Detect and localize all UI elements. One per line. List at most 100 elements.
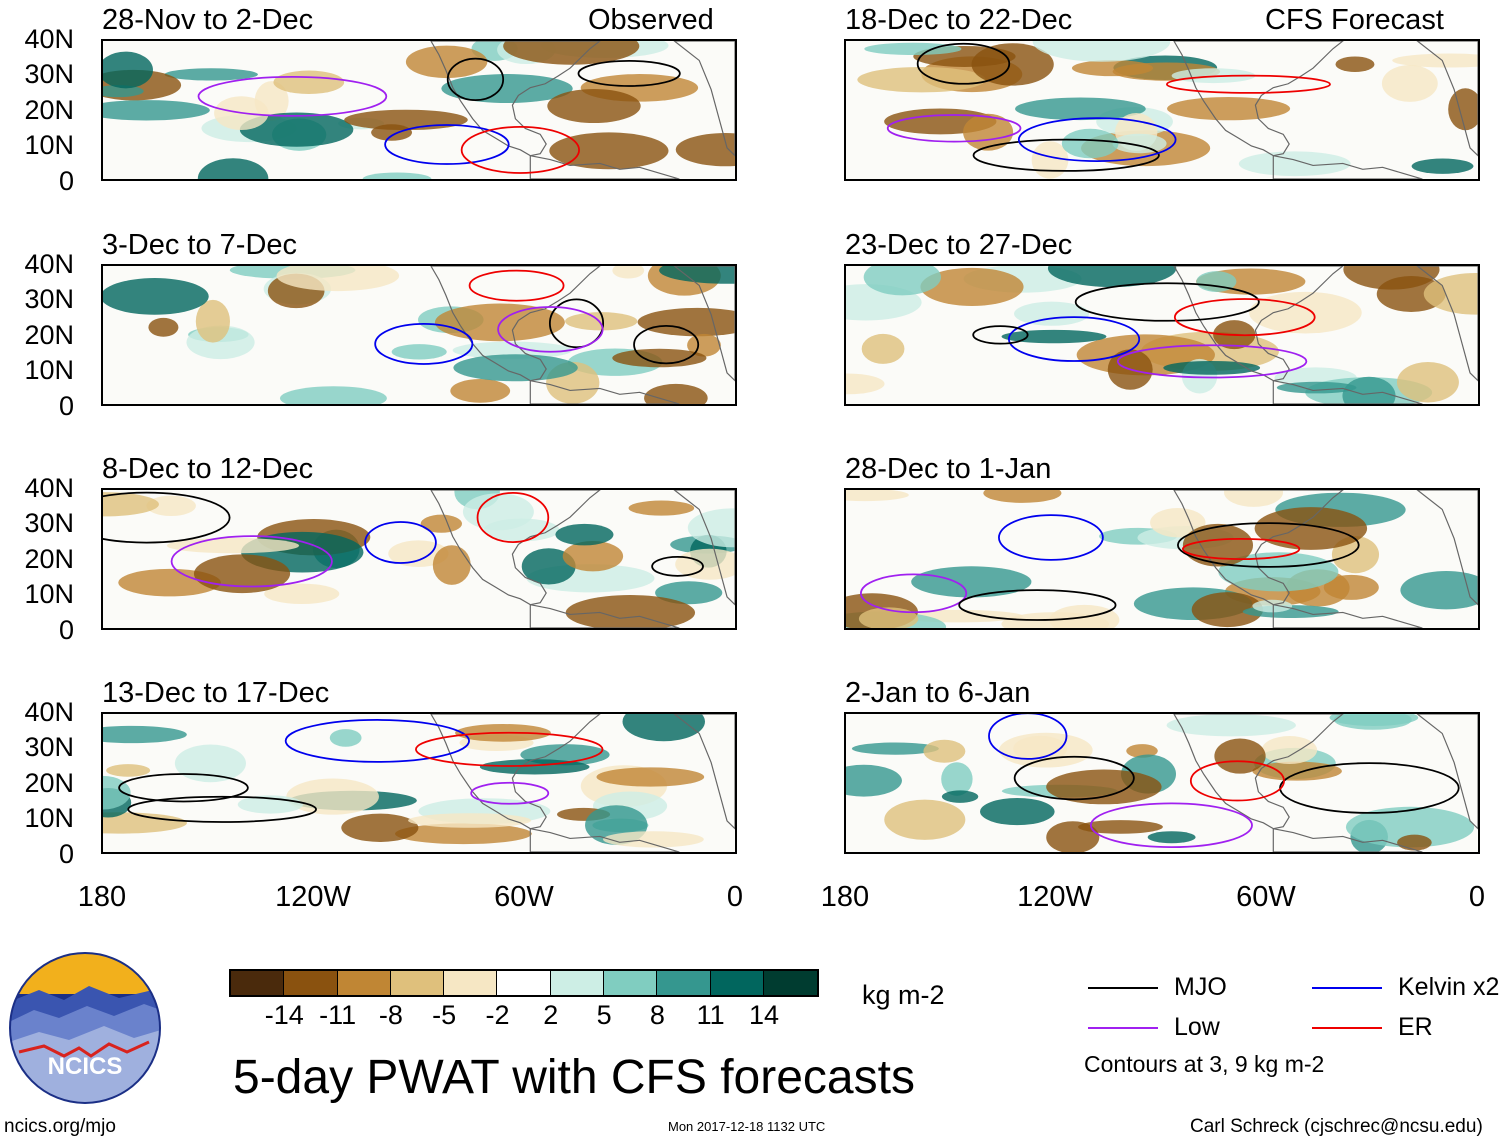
wave-contour <box>1007 316 1141 362</box>
wave-contour <box>1165 74 1331 94</box>
pwat-anomaly-blob <box>273 70 345 95</box>
pwat-anomaly-blob <box>1032 41 1171 62</box>
wave-contour <box>1189 760 1285 802</box>
lat-label: 20N <box>24 95 74 125</box>
cfs-forecast-label: CFS Forecast <box>1265 4 1444 36</box>
pwat-anomaly-blob <box>197 158 269 179</box>
coastline <box>430 266 601 382</box>
lat-label: 40N <box>24 473 74 503</box>
footer-timestamp: Mon 2017-12-18 1132 UTC <box>668 1119 826 1134</box>
footer-url[interactable]: ncics.org/mjo <box>4 1116 116 1137</box>
pwat-anomaly-blob <box>1345 806 1475 848</box>
figure-title: 5-day PWAT with CFS forecasts <box>233 1051 915 1104</box>
lon-label-180-right: 180 <box>820 881 870 913</box>
pwat-anomaly-blob <box>851 742 939 755</box>
pwat-anomaly-blob <box>103 775 131 810</box>
pwat-anomaly-blob <box>1047 266 1177 288</box>
wave-contour <box>1116 344 1308 379</box>
wave-contour <box>998 514 1104 561</box>
legend-mjo-label: MJO <box>1174 973 1227 1001</box>
wave-contour <box>1017 117 1177 162</box>
pwat-anomaly-blob <box>405 45 488 79</box>
coastline <box>1173 490 1344 606</box>
pwat-anomaly-blob <box>276 266 400 292</box>
coastline <box>1416 41 1478 157</box>
colorbar-tick-label: 14 <box>748 1000 780 1030</box>
coastline <box>430 714 601 830</box>
legend-low-label: Low <box>1174 1013 1220 1041</box>
wave-contour <box>988 714 1068 760</box>
pwat-anomaly-blob <box>687 508 735 548</box>
pwat-anomaly-blob <box>1397 834 1432 851</box>
pwat-anomaly-blob <box>565 595 696 628</box>
pwat-anomaly-blob <box>565 312 638 331</box>
legend-er-label: ER <box>1398 1013 1433 1041</box>
wave-contour <box>651 555 704 577</box>
lat-label: 30N <box>24 508 74 538</box>
colorbar-swatch <box>550 971 605 995</box>
coastline <box>673 41 735 157</box>
wave-contour <box>497 306 604 353</box>
coastline <box>529 603 680 628</box>
colorbar-swatch <box>710 971 764 995</box>
pwat-anomaly-blob <box>432 545 471 585</box>
lat-label: 0 <box>58 391 74 421</box>
pwat-anomaly-blob <box>193 554 291 594</box>
map-panel-obs-1 <box>101 39 737 181</box>
lon-label-0-right: 0 <box>1468 881 1486 913</box>
pwat-anomaly-blob <box>911 566 1032 598</box>
pwat-anomaly-blob <box>1014 301 1090 326</box>
pwat-anomaly-blob <box>148 317 179 337</box>
pwat-anomaly-blob <box>1126 744 1158 758</box>
pwat-anomaly-blob <box>1411 158 1474 174</box>
pwat-anomaly-blob <box>391 344 447 360</box>
wave-contour <box>1074 282 1260 322</box>
map-panel-fc-2 <box>844 264 1480 406</box>
lat-label: 40N <box>24 24 74 54</box>
wave-contour <box>118 773 249 803</box>
pwat-anomaly-blob <box>103 278 209 315</box>
pwat-anomaly-blob <box>1252 761 1342 781</box>
lat-label: 10N <box>24 130 74 160</box>
panel-title-obs-3: 8-Dec to 12-Dec <box>102 453 314 485</box>
pwat-anomaly-blob <box>863 266 941 296</box>
panel-title-obs-1: 28-Nov to 2-Dec <box>102 4 314 36</box>
coastline <box>673 266 735 382</box>
pwat-anomaly-blob <box>1396 362 1459 403</box>
colorbar-swatch <box>337 971 391 995</box>
colorbar-swatch <box>497 971 551 995</box>
pwat-anomaly-blob <box>971 43 1054 86</box>
panel-title-obs-4: 13-Dec to 17-Dec <box>102 677 330 709</box>
map-panel-obs-4 <box>101 712 737 854</box>
pwat-anomaly-blob <box>562 541 624 572</box>
pwat-anomaly-blob <box>103 85 144 98</box>
pwat-anomaly-blob <box>1381 65 1438 102</box>
pwat-anomaly-blob <box>612 266 645 279</box>
colorbar-swatch <box>763 971 818 995</box>
pwat-anomaly-blob <box>846 373 885 395</box>
lat-label: 30N <box>24 284 74 314</box>
lat-label: 40N <box>24 249 74 279</box>
pwat-anomaly-blob <box>920 267 1024 306</box>
pwat-anomaly-blob <box>503 41 640 65</box>
lat-label: 10N <box>24 803 74 833</box>
pwat-anomaly-blob <box>1392 53 1478 68</box>
pwat-anomaly-blob <box>1191 592 1264 628</box>
lat-label: 20N <box>24 768 74 798</box>
wave-contour <box>972 138 1160 172</box>
wave-contour <box>374 323 474 365</box>
colorbar-tick-label: 2 <box>543 1000 559 1030</box>
lon-label-60w-right: 60W <box>1236 881 1296 913</box>
pwat-anomaly-blob <box>923 739 966 763</box>
lat-label: 0 <box>58 166 74 196</box>
pwat-anomaly-blob <box>846 490 909 502</box>
lat-label: 10N <box>24 579 74 609</box>
coastline <box>1272 379 1423 404</box>
pwat-anomaly-blob <box>1147 831 1196 844</box>
colorbar-units: kg m-2 <box>862 980 945 1010</box>
pwat-anomaly-blob <box>341 813 419 842</box>
lat-label: 20N <box>24 544 74 574</box>
ncics-logo: NCICS <box>9 952 161 1104</box>
wave-contour <box>1089 802 1253 849</box>
pwat-anomaly-blob <box>1276 381 1357 394</box>
